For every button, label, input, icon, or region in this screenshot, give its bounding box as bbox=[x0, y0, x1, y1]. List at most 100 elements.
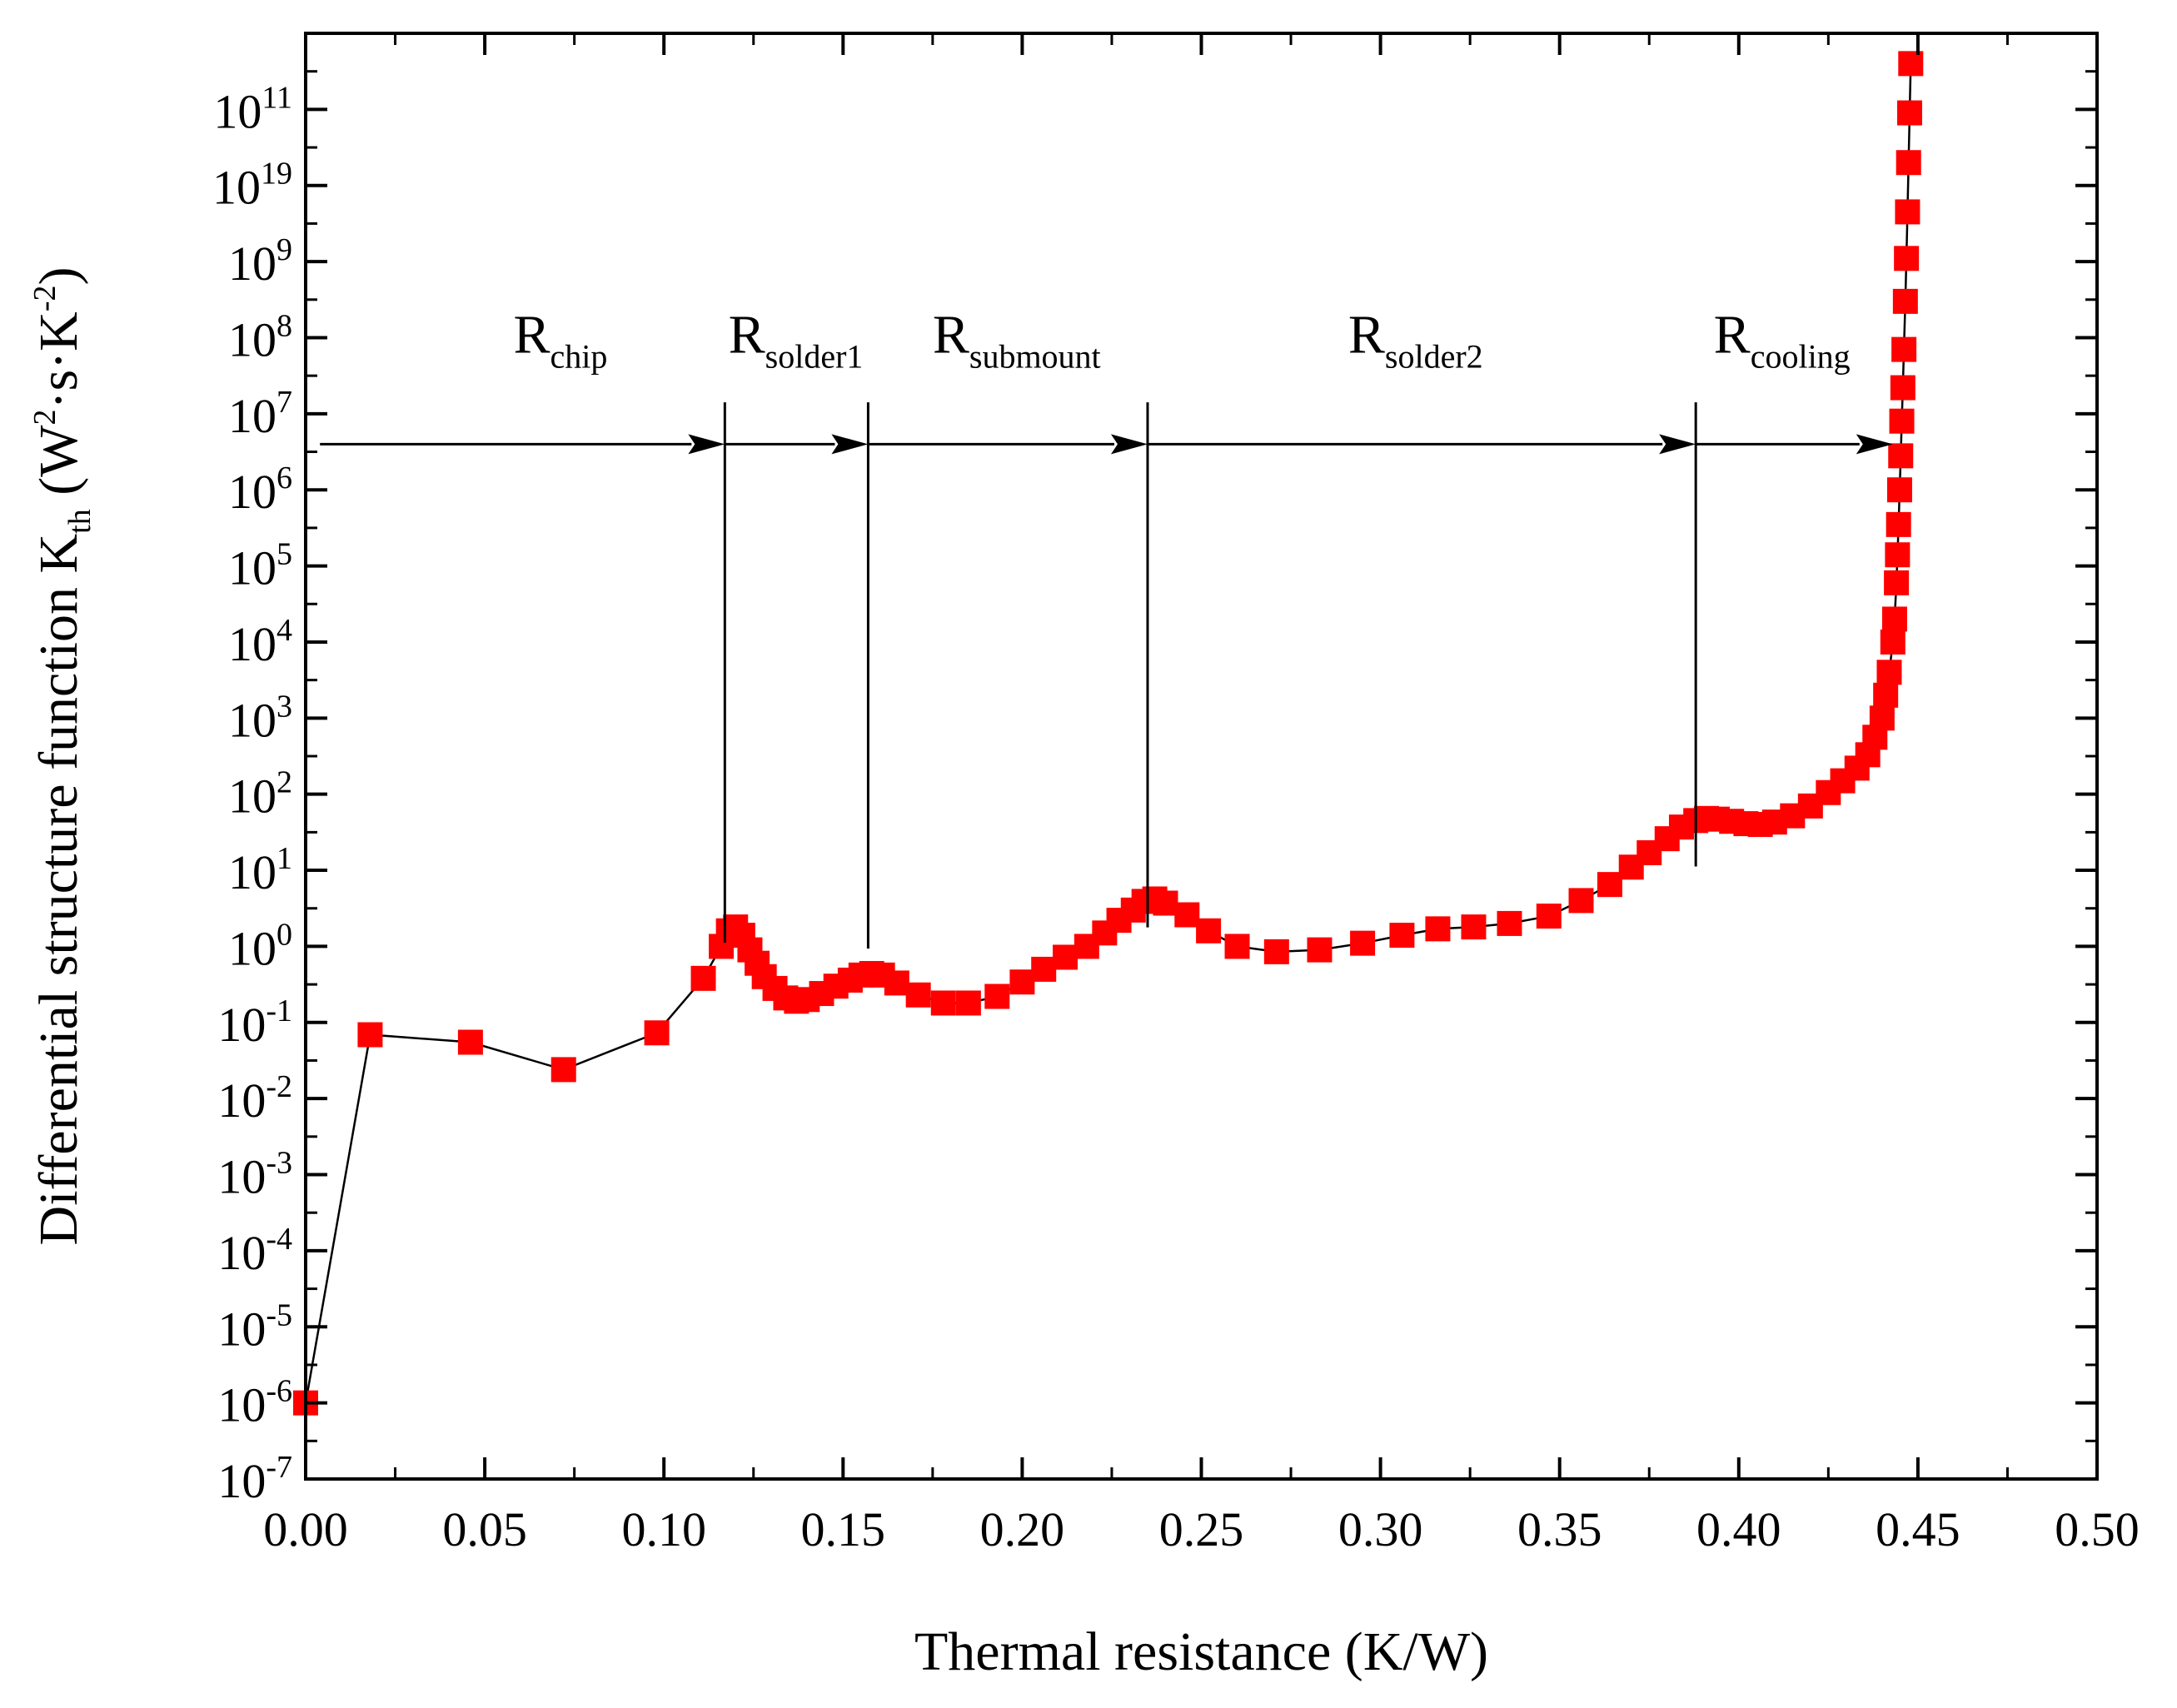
data-point-marker bbox=[984, 983, 1010, 1009]
data-point-marker bbox=[690, 965, 716, 991]
y-axis-title-unit-close: ) bbox=[28, 267, 89, 286]
y-tick-exponent: -2 bbox=[266, 1069, 292, 1104]
data-point-marker bbox=[1461, 914, 1487, 940]
data-point-marker bbox=[1009, 969, 1035, 995]
y-tick-label: 102 bbox=[228, 765, 292, 824]
y-tick-base: 10 bbox=[217, 1073, 266, 1128]
y-tick-base: 10 bbox=[217, 998, 266, 1052]
y-tick-base: 10 bbox=[228, 465, 276, 519]
x-tick-label: 0.50 bbox=[2055, 1502, 2140, 1556]
y-tick-label: 101 bbox=[228, 841, 292, 899]
y-axis-title-unit-mid: ·s·K bbox=[28, 311, 89, 409]
y-tick-label: 105 bbox=[228, 537, 292, 595]
y-tick-exponent: 2 bbox=[276, 765, 292, 800]
data-markers bbox=[293, 51, 1924, 1416]
data-point-marker bbox=[1880, 629, 1905, 655]
data-point-marker bbox=[357, 1022, 383, 1048]
y-tick-base: 10 bbox=[228, 693, 276, 747]
y-axis-title-unit-open: (W bbox=[28, 425, 89, 509]
y-tick-label: 10-1 bbox=[217, 993, 292, 1052]
data-point-marker bbox=[1031, 956, 1057, 982]
data-point-marker bbox=[1497, 910, 1522, 936]
y-tick-base: 10 bbox=[212, 161, 261, 215]
data-point-marker bbox=[1053, 944, 1079, 970]
data-point-marker bbox=[1869, 705, 1895, 731]
y-tick-exponent: -7 bbox=[266, 1450, 292, 1485]
region-label-sub: cooling bbox=[1751, 338, 1851, 376]
data-point-marker bbox=[905, 982, 931, 1008]
data-point-marker bbox=[1888, 443, 1914, 469]
y-tick-base: 10 bbox=[228, 769, 276, 824]
data-point-marker bbox=[644, 1020, 670, 1046]
y-tick-base: 10 bbox=[228, 389, 276, 443]
region-arrow-head bbox=[688, 434, 725, 455]
x-tick-label: 0.45 bbox=[1876, 1502, 1960, 1556]
y-tick-label: 10-2 bbox=[217, 1069, 292, 1128]
y-tick-label: 106 bbox=[228, 461, 292, 519]
data-point-marker bbox=[1350, 930, 1376, 956]
region-label-sub: submount bbox=[969, 338, 1101, 376]
data-point-marker bbox=[1263, 939, 1289, 964]
y-axis-title-sub: th bbox=[62, 509, 97, 534]
data-point-marker bbox=[1224, 934, 1250, 959]
data-point-marker bbox=[1389, 923, 1415, 949]
y-tick-label: 108 bbox=[228, 308, 292, 366]
data-point-marker bbox=[955, 990, 981, 1016]
y-tick-exponent: 5 bbox=[276, 537, 292, 572]
data-point-marker bbox=[1889, 408, 1915, 434]
y-tick-base: 10 bbox=[217, 1454, 266, 1508]
region-arrow-head bbox=[1856, 434, 1893, 455]
y-tick-base: 10 bbox=[213, 84, 262, 138]
y-tick-exponent: -4 bbox=[266, 1222, 292, 1257]
y-tick-exponent: 7 bbox=[276, 385, 292, 420]
y-tick-label: 107 bbox=[228, 385, 292, 443]
y-tick-exponent: -6 bbox=[266, 1374, 292, 1409]
x-tick-label: 0.15 bbox=[801, 1502, 886, 1556]
data-point-marker bbox=[1894, 246, 1920, 271]
y-tick-label: 10-4 bbox=[217, 1222, 292, 1280]
y-tick-label: 104 bbox=[228, 613, 292, 671]
y-tick-exponent: 19 bbox=[261, 157, 292, 192]
region-label: Rsolder1 bbox=[729, 305, 864, 376]
y-tick-exponent: 9 bbox=[276, 232, 292, 267]
data-point-marker bbox=[550, 1057, 576, 1083]
data-point-marker bbox=[1884, 570, 1910, 595]
region-label: Rcooling bbox=[1714, 305, 1851, 376]
region-label: Rsolder2 bbox=[1348, 305, 1483, 376]
axis-ticks bbox=[304, 32, 2099, 1481]
y-tick-exponent: -1 bbox=[266, 993, 292, 1028]
x-tick-label: 0.25 bbox=[1159, 1502, 1244, 1556]
y-tick-base: 10 bbox=[228, 541, 276, 595]
x-tick-labels: 0.00 0.05 0.10 0.15 0.20 0.25 0.30 0.35 0.40 0.45… bbox=[263, 1502, 2140, 1556]
y-tick-base: 10 bbox=[228, 921, 276, 975]
data-point-marker bbox=[1153, 890, 1178, 916]
region-label-base: R bbox=[933, 305, 969, 366]
data-point-marker bbox=[1536, 904, 1562, 929]
y-tick-exponent: 11 bbox=[262, 80, 292, 115]
y-tick-base: 10 bbox=[217, 1378, 266, 1432]
data-point-marker bbox=[1885, 542, 1910, 568]
region-label-base: R bbox=[514, 305, 550, 366]
y-tick-exponent: -3 bbox=[266, 1146, 292, 1181]
data-point-marker bbox=[1891, 336, 1917, 362]
region-label-sub: solder2 bbox=[1385, 338, 1483, 376]
region-annotations: Rchip Rsolder1 Rsubmount Rsolder2 Rcooling bbox=[320, 305, 1893, 949]
data-point-marker bbox=[1425, 916, 1451, 942]
y-tick-label: 100 bbox=[228, 917, 292, 975]
data-point-marker bbox=[1174, 902, 1200, 928]
y-tick-label: 1011 bbox=[213, 80, 292, 138]
data-point-marker bbox=[457, 1029, 483, 1055]
region-arrow-head bbox=[1110, 434, 1148, 455]
y-tick-exponent: 8 bbox=[276, 308, 292, 343]
region-arrow-head bbox=[1659, 434, 1696, 455]
x-tick-label: 0.00 bbox=[263, 1502, 348, 1556]
y-tick-label: 109 bbox=[228, 232, 292, 291]
y-tick-exponent: 1 bbox=[276, 841, 292, 876]
y-tick-base: 10 bbox=[228, 312, 276, 366]
y-tick-base: 10 bbox=[217, 1226, 266, 1280]
data-point-marker bbox=[1597, 872, 1622, 898]
region-label-base: R bbox=[729, 305, 765, 366]
y-axis-title-sup1: 2 bbox=[27, 409, 62, 425]
x-tick-label: 0.05 bbox=[442, 1502, 527, 1556]
y-tick-label: 1019 bbox=[212, 157, 292, 215]
